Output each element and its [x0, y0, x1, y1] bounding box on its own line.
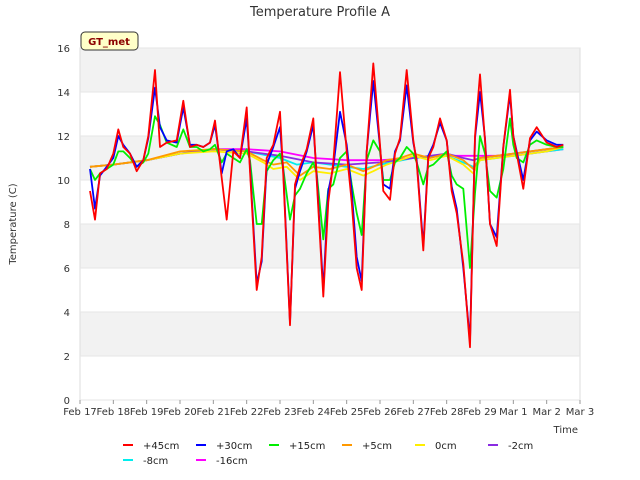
x-axis-label: Time — [553, 425, 578, 436]
legend-label: -2cm — [508, 441, 533, 452]
legend-label: +30cm — [216, 441, 252, 452]
series-group — [89, 62, 564, 349]
y-tick-label: 0 — [64, 396, 70, 407]
y-tick-label: 2 — [64, 352, 70, 363]
badge-label: GT_met — [88, 37, 130, 48]
x-tick-label: Feb 23 — [263, 407, 297, 418]
y-axis: 0 2 4 6 8 10 12 14 16 — [57, 44, 580, 407]
x-tick-label: Feb 25 — [330, 407, 364, 418]
series-line-plus30cm — [89, 80, 564, 342]
y-tick-label: 4 — [64, 308, 70, 319]
y-tick-label: 14 — [57, 88, 70, 99]
x-tick-label: Feb 22 — [230, 407, 264, 418]
x-tick-label: Mar 1 — [499, 407, 527, 418]
legend-label: -8cm — [143, 456, 168, 467]
x-tick-label: Feb 21 — [197, 407, 231, 418]
series-line-0cm — [89, 146, 564, 181]
legend-label: -16cm — [216, 456, 248, 467]
legend-label: +15cm — [289, 441, 325, 452]
y-tick-label: 10 — [57, 176, 70, 187]
y-tick-label: 8 — [64, 220, 70, 231]
x-tick-label: Feb 27 — [397, 407, 431, 418]
legend-label: +5cm — [362, 441, 392, 452]
series-line-plus45cm — [89, 62, 564, 349]
badge-box — [80, 31, 139, 51]
y-axis-label: Temperature (C) — [8, 183, 19, 265]
x-tick-label: Feb 24 — [297, 407, 331, 418]
legend: +45cm +30cm +15cm +5cm 0cm -2cm -8cm -16cm — [123, 441, 533, 467]
x-tick-label: Feb 19 — [130, 407, 164, 418]
y-tick-label: 16 — [57, 44, 70, 55]
x-tick-label: Feb 18 — [97, 407, 131, 418]
x-tick-label: Feb 28 — [430, 407, 464, 418]
x-tick-label: Feb 26 — [363, 407, 397, 418]
x-tick-label: Mar 3 — [566, 407, 594, 418]
x-tick-label: Feb 20 — [163, 407, 197, 418]
band-3 — [80, 48, 580, 92]
x-axis: Feb 17 Feb 18 Feb 19 Feb 20 Feb 21 Feb 22 Feb … — [63, 400, 594, 418]
band-1 — [80, 224, 580, 268]
legend-label: +45cm — [143, 441, 179, 452]
x-tick-label: Feb 17 — [63, 407, 97, 418]
station-badge: GT_met — [80, 31, 139, 51]
x-tick-label: Mar 2 — [532, 407, 560, 418]
y-tick-label: 12 — [57, 132, 70, 143]
x-tick-label: Feb 29 — [463, 407, 497, 418]
y-tick-label: 6 — [64, 264, 70, 275]
band-0 — [80, 312, 580, 356]
legend-label: 0cm — [435, 441, 457, 452]
chart-title: Temperature Profile A — [249, 5, 390, 20]
